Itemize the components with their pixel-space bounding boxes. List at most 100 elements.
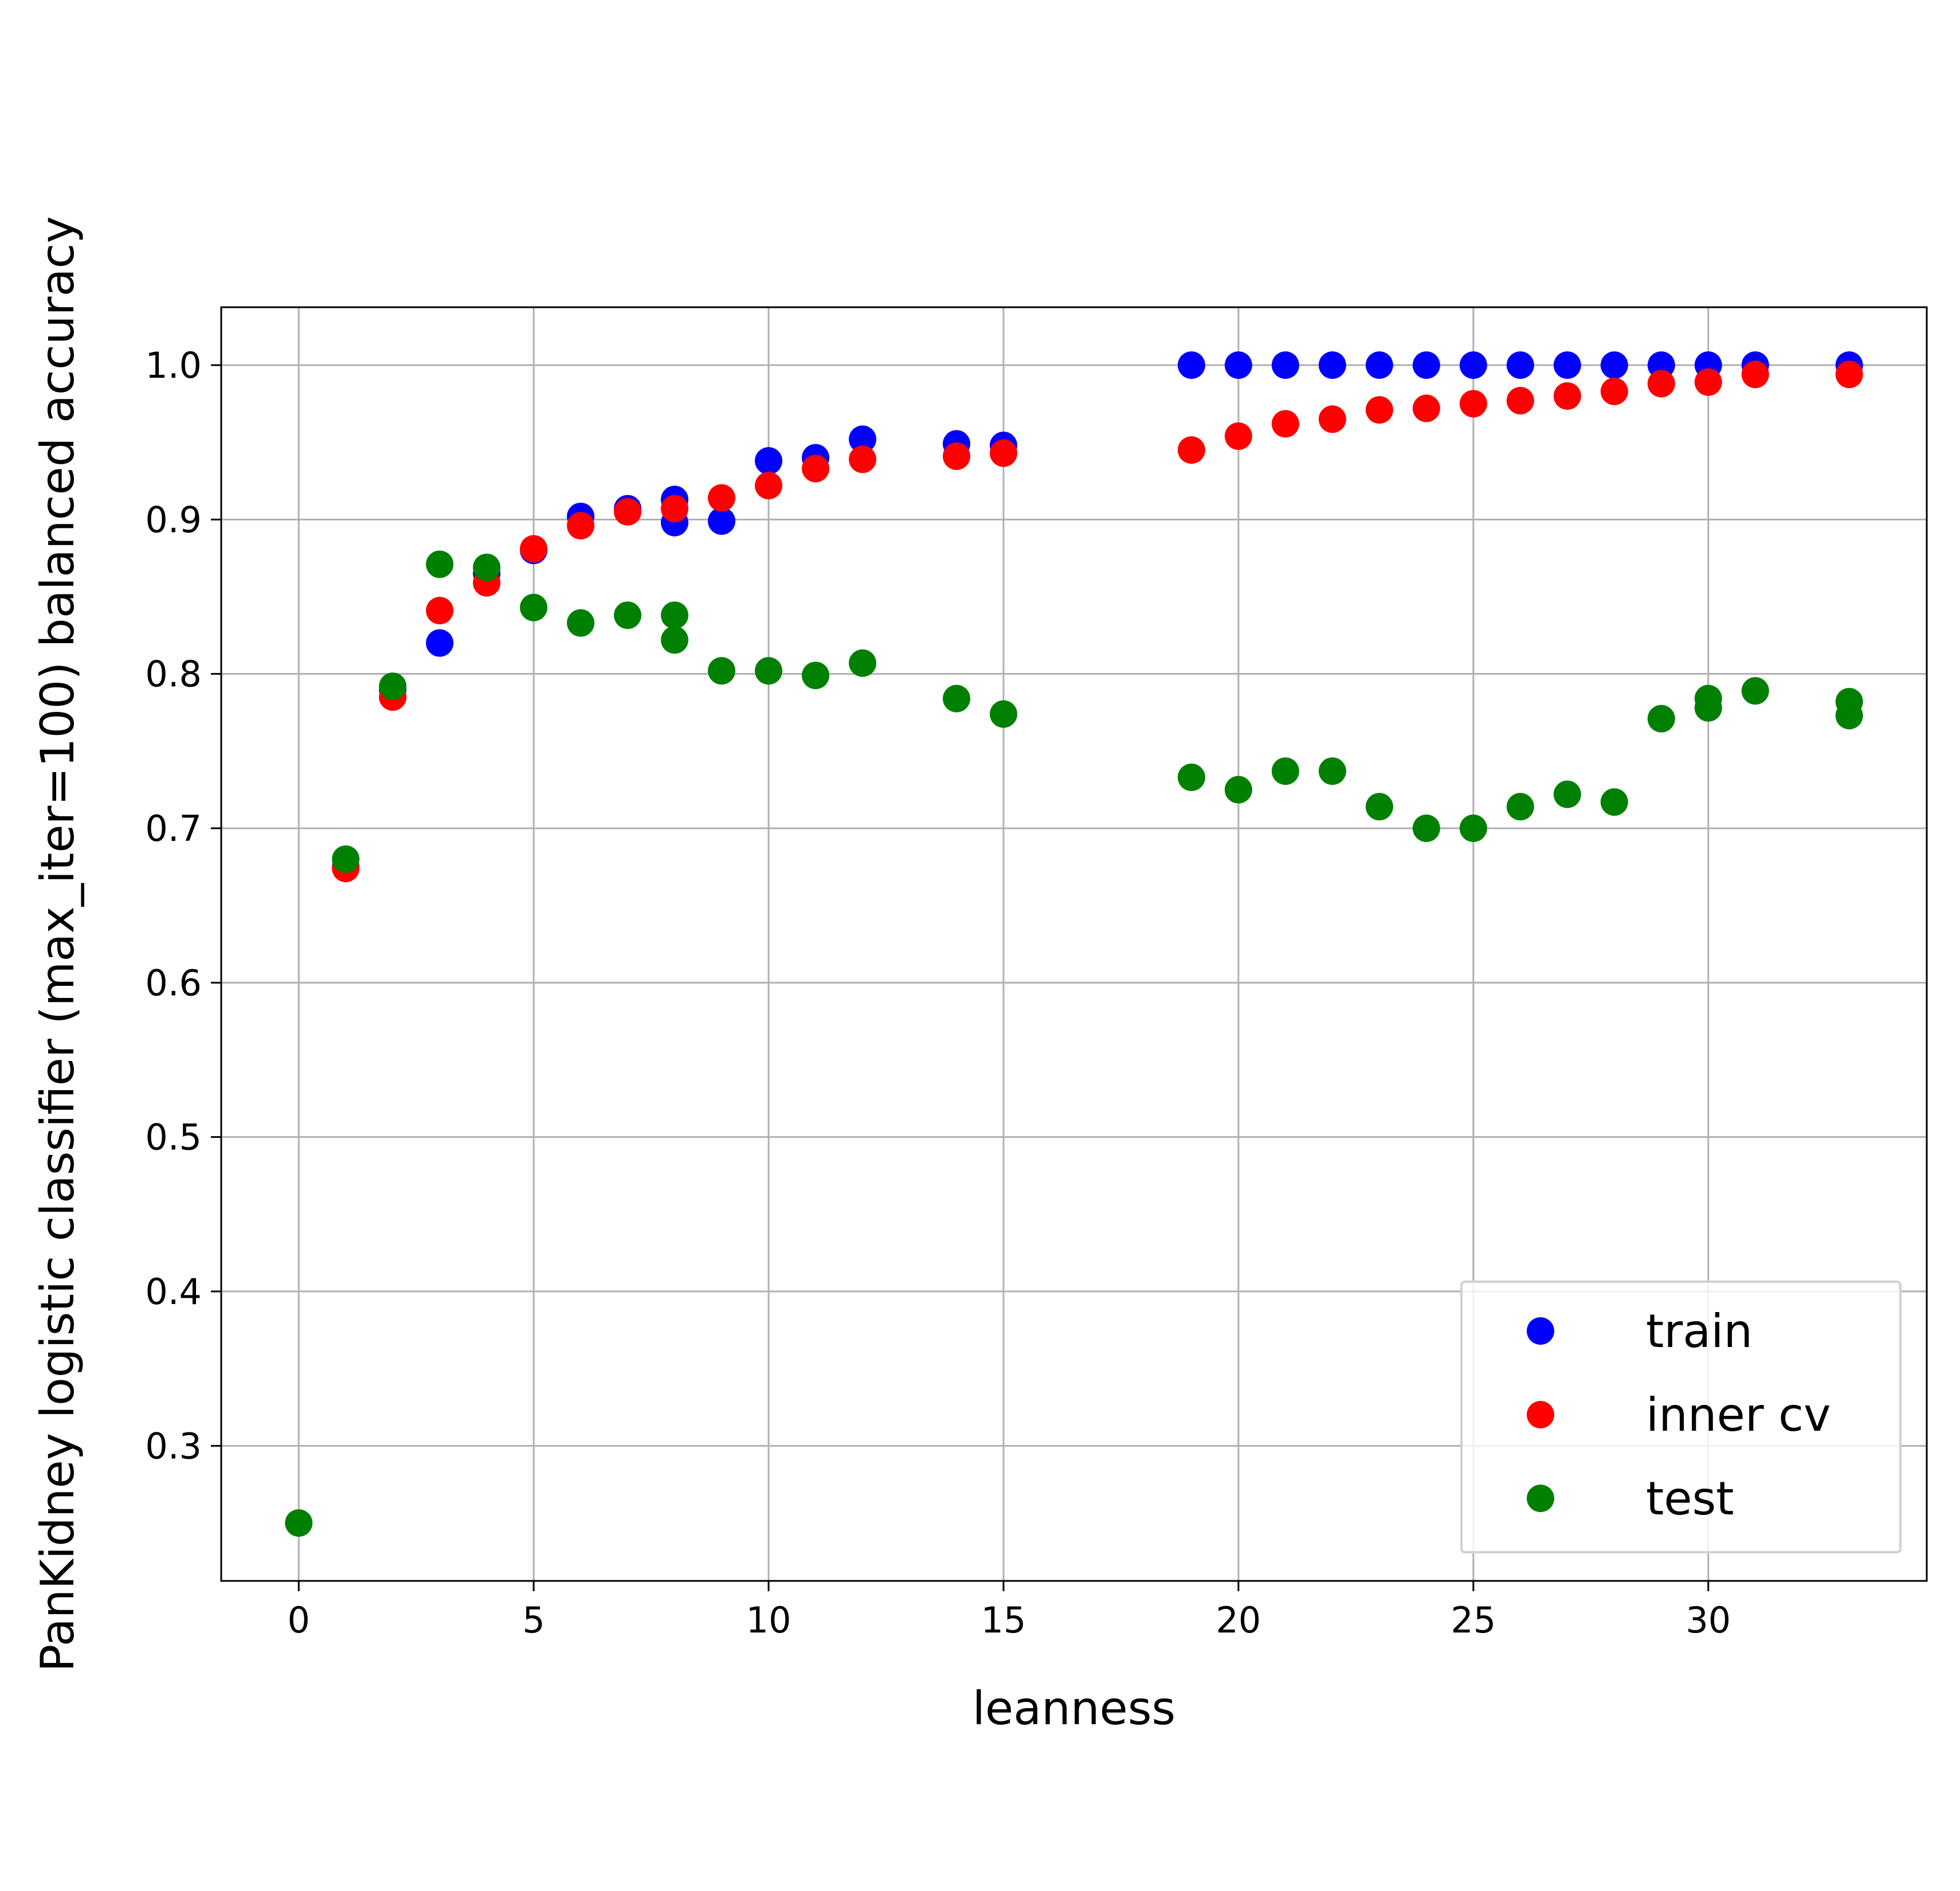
y-tick-label: 0.7 (145, 808, 202, 849)
data-point (1647, 704, 1675, 733)
x-tick-label: 30 (1685, 1599, 1731, 1641)
data-point (1365, 351, 1393, 379)
x-axis-label: leanness (973, 1682, 1175, 1735)
data-point (661, 626, 689, 654)
data-point (1412, 815, 1440, 842)
data-point (614, 498, 642, 526)
y-tick-label: 0.9 (145, 499, 202, 541)
y-tick-label: 0.5 (145, 1117, 202, 1158)
legend-marker (1527, 1317, 1554, 1345)
data-point (1647, 370, 1675, 398)
legend-label: train (1646, 1305, 1753, 1358)
legend-marker (1527, 1485, 1554, 1512)
y-tick-label: 1.0 (145, 344, 202, 386)
data-point (1835, 361, 1863, 389)
x-tick-label: 15 (981, 1599, 1026, 1641)
data-point (1224, 351, 1252, 379)
data-point (661, 601, 689, 629)
data-point (520, 535, 548, 563)
data-point (849, 445, 877, 473)
x-tick-label: 25 (1451, 1599, 1496, 1641)
data-point (990, 700, 1018, 728)
data-point (1600, 788, 1628, 816)
data-point (1459, 351, 1487, 379)
data-point (1177, 351, 1205, 379)
data-point (1365, 396, 1393, 424)
data-point (1459, 390, 1487, 418)
legend-box (1460, 1281, 1902, 1553)
data-point (426, 550, 454, 578)
y-tick-label: 0.3 (145, 1425, 202, 1467)
data-point (1741, 677, 1769, 705)
data-point (1741, 361, 1769, 389)
data-point (802, 661, 830, 690)
data-point (1694, 694, 1722, 722)
x-tick-label: 20 (1216, 1599, 1261, 1641)
data-point (755, 657, 783, 685)
data-point (990, 439, 1018, 467)
data-point (1365, 793, 1393, 821)
data-point (849, 649, 877, 677)
data-point (943, 442, 971, 470)
data-point (1506, 351, 1534, 379)
axis-ticks: 0 5 10 15 20 25 30 0.3 0.4 0.5 0.6 0.7 0.8 0.9 1.0 (145, 344, 1731, 1641)
y-tick-label: 0.8 (145, 653, 202, 695)
data-point (379, 672, 407, 700)
plot-frame (220, 306, 1928, 1582)
data-point (849, 425, 877, 453)
legend-label: inner cv (1646, 1388, 1831, 1442)
data-point (1600, 377, 1628, 405)
data-point (285, 1509, 313, 1537)
data-point (1835, 702, 1863, 730)
data-point (943, 684, 971, 712)
data-point (1553, 351, 1581, 379)
data-point (1224, 422, 1252, 450)
data-point (1694, 368, 1722, 396)
data-point (1318, 351, 1346, 379)
data-point (426, 629, 454, 657)
data-point (1553, 382, 1581, 410)
legend-marker (1527, 1401, 1554, 1428)
data-point (1412, 394, 1440, 422)
data-point (473, 553, 501, 581)
data-point (1271, 410, 1299, 438)
data-point (661, 495, 689, 523)
x-tick-label: 0 (288, 1599, 310, 1641)
legend: train inner cv test (1460, 1281, 1902, 1553)
data-point (1506, 793, 1534, 821)
data-point (1459, 815, 1487, 842)
data-point (520, 593, 548, 621)
data-point (708, 657, 736, 685)
data-point (755, 447, 783, 475)
data-point (1318, 757, 1346, 785)
y-axis-label: PanKidney logistic classifier (max_iter=… (31, 216, 84, 1672)
data-point (1318, 405, 1346, 433)
x-tick-label: 5 (522, 1599, 544, 1641)
series-test (285, 550, 1863, 1537)
data-point (332, 845, 360, 873)
grid (221, 307, 1927, 1581)
data-point (708, 484, 736, 512)
data-point (567, 609, 595, 637)
data-point (1506, 386, 1534, 414)
data-point (1224, 776, 1252, 804)
data-point (614, 601, 642, 629)
data-points (285, 351, 1863, 1537)
series-inner-cv (332, 361, 1863, 883)
data-point (1271, 351, 1299, 379)
y-tick-label: 0.6 (145, 962, 202, 1004)
data-point (755, 472, 783, 500)
data-point (1553, 780, 1581, 808)
data-point (708, 507, 736, 535)
data-point (1600, 351, 1628, 379)
x-tick-label: 10 (746, 1599, 791, 1641)
data-point (802, 455, 830, 483)
data-point (1271, 757, 1299, 785)
data-point (426, 597, 454, 625)
legend-label: test (1646, 1472, 1734, 1525)
data-point (1177, 436, 1205, 464)
data-point (1412, 351, 1440, 379)
